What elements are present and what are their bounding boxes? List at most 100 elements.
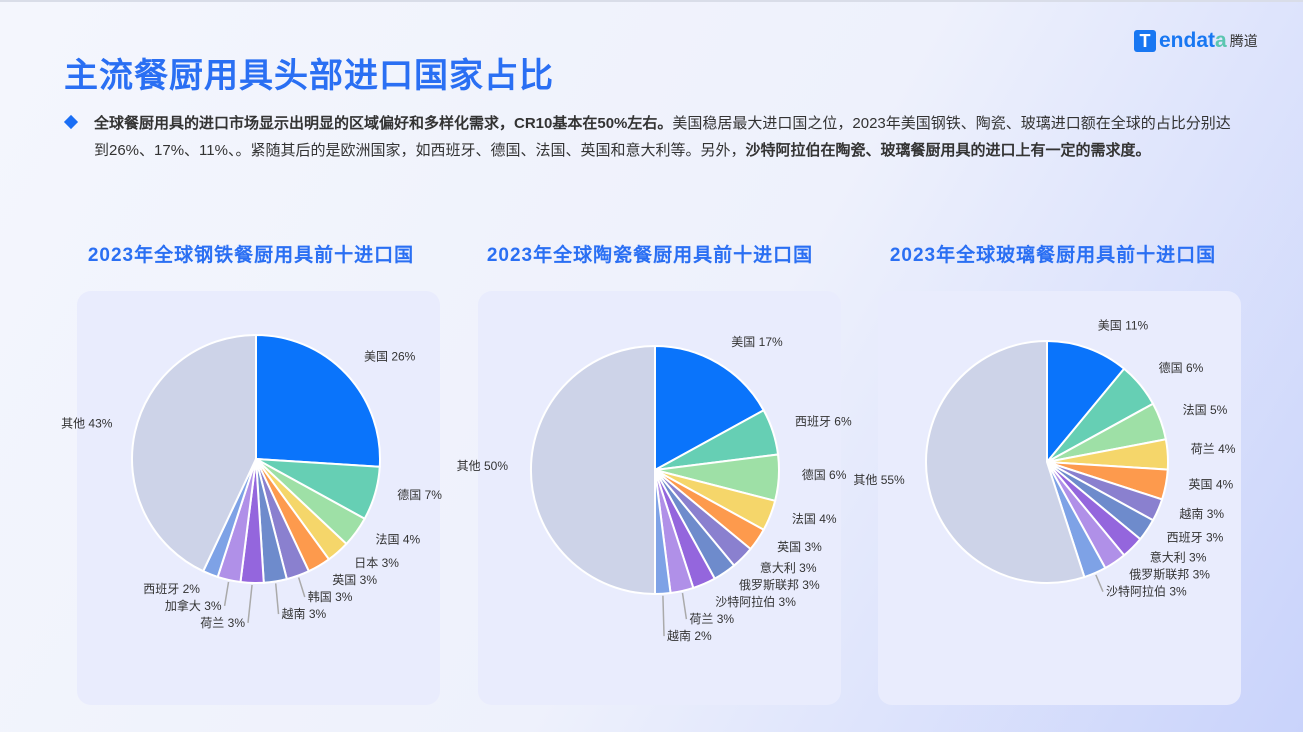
slice-label: 西班牙 6% (795, 415, 852, 429)
chart-title-steel: 2023年全球钢铁餐厨用具前十进口国 (87, 245, 415, 266)
slice-label-name: 美国 (364, 349, 388, 363)
slice-label: 法国 4% (792, 512, 837, 526)
slice-label-name: 法国 (792, 512, 816, 526)
slice-label-name: 韩国 (308, 589, 332, 604)
slice-label-value: 7% (421, 488, 442, 502)
slice-label-value: 3% (1203, 530, 1224, 544)
top-divider (0, 0, 1303, 2)
slice-label-name: 英国 (1189, 477, 1213, 491)
slice-label-value: 3% (332, 590, 353, 604)
pie-slice (530, 344, 656, 596)
slice-label-value: 11% (1122, 318, 1149, 332)
slice-label: 其他 43% (61, 417, 113, 431)
logo-cn: 腾道 (1229, 33, 1258, 49)
slice-label-name: 日本 (354, 556, 378, 570)
slice-label: 英国 4% (1189, 477, 1234, 491)
slice-label-name: 西班牙 (1167, 530, 1203, 544)
leader-line (662, 595, 665, 637)
desc-bold-2: 沙特阿拉伯在陶瓷、玻璃餐厨用具的进口上有一定的需求度。 (745, 142, 1151, 159)
pie-slice (131, 333, 257, 573)
description: 全球餐厨用具的进口市场显示出明显的区域偏好和多样化需求，CR10基本在50%左右… (94, 110, 1242, 164)
slice-label-name: 德国 (397, 487, 421, 502)
slice-label: 俄罗斯联邦 3% (739, 578, 820, 592)
slice-label-value: 6% (826, 468, 847, 482)
slice-label-value: 43% (85, 417, 113, 431)
desc-bold-1: 全球餐厨用具的进口市场显示出明显的区域偏好和多样化需求，CR10基本在50%左右… (94, 115, 673, 132)
slice-label: 德国 7% (397, 487, 442, 502)
chart-title-ceramic: 2023年全球陶瓷餐厨用具前十进口国 (486, 245, 814, 266)
slice-label-name: 英国 (777, 540, 801, 554)
slice-label: 西班牙 3% (1167, 530, 1224, 544)
slice-label: 德国 6% (802, 467, 847, 482)
slice-label-value: 4% (400, 533, 421, 547)
slice-label: 越南 3% (1179, 506, 1224, 521)
slice-label-value: 3% (775, 595, 796, 609)
slice-label-value: 55% (877, 473, 905, 487)
slice-label-name: 荷兰 (200, 616, 224, 630)
leader-line (223, 581, 230, 607)
leader-line (1095, 574, 1104, 592)
slice-label: 加拿大 3% (165, 598, 222, 613)
slice-label-name: 其他 (61, 417, 85, 431)
slice-label-value: 2% (691, 629, 712, 643)
slice-label: 荷兰 3% (689, 612, 734, 626)
slice-label-value: 3% (306, 607, 327, 621)
slice-label-name: 沙特阿拉伯 (1106, 584, 1166, 599)
slice-label-value: 3% (378, 556, 399, 570)
slice-label: 英国 3% (332, 573, 377, 587)
slice-label: 荷兰 4% (1191, 442, 1236, 456)
slice-label-value: 3% (1203, 507, 1224, 521)
slice-label-name: 荷兰 (1191, 442, 1215, 456)
slice-label: 美国 26% (364, 349, 416, 363)
pie-slice (654, 344, 766, 472)
slice-label-name: 美国 (731, 335, 755, 349)
slice-label-value: 4% (1213, 477, 1234, 491)
slice-label: 俄罗斯联邦 3% (1129, 568, 1210, 582)
slice-label: 美国 17% (731, 335, 783, 349)
slice-label: 荷兰 3% (200, 616, 245, 630)
slice-label-name: 德国 (802, 467, 826, 482)
leader-line (297, 577, 306, 598)
slice-label-value: 3% (796, 561, 817, 575)
slice-label-value: 3% (713, 612, 734, 626)
slice-label-value: 6% (831, 415, 852, 429)
slice-label-value: 3% (801, 540, 822, 554)
slice-label-value: 26% (388, 349, 416, 363)
slice-label-value: 3% (1189, 568, 1210, 582)
slice-label-value: 17% (755, 335, 783, 349)
leader-line (681, 592, 688, 620)
logo-mark: T (1134, 30, 1156, 52)
slice-label-value: 50% (481, 459, 509, 473)
slice-label-value: 3% (224, 616, 245, 630)
slice-label-name: 法国 (1183, 403, 1207, 417)
slice-label-value: 3% (799, 578, 820, 592)
slice-label: 德国 6% (1159, 360, 1204, 375)
slice-label-name: 越南 (667, 628, 691, 643)
slice-label-value: 5% (1207, 403, 1228, 417)
slice-label-name: 加拿大 (165, 598, 201, 613)
slice-label: 英国 3% (777, 540, 822, 554)
slice-label-value: 6% (1183, 361, 1204, 375)
slice-label-name: 西班牙 (143, 582, 179, 596)
slice-label-name: 意大利 (1150, 550, 1186, 565)
chart-title-glass: 2023年全球玻璃餐厨用具前十进口国 (889, 245, 1217, 266)
slice-label-name: 其他 (853, 473, 877, 487)
slice-label: 韩国 3% (308, 589, 353, 604)
slice-label-name: 西班牙 (795, 415, 831, 429)
slice-label-name: 意大利 (760, 560, 796, 575)
slice-label-value: 2% (179, 582, 200, 596)
pie-slice (1046, 339, 1126, 465)
slice-label: 沙特阿拉伯 3% (715, 594, 796, 609)
slice-label: 日本 3% (354, 556, 399, 570)
slice-label-value: 3% (1166, 585, 1187, 599)
slice-label-name: 德国 (1159, 360, 1183, 375)
slice-label: 越南 2% (667, 628, 712, 643)
slice-label-value: 4% (1215, 442, 1236, 456)
slice-label: 法国 4% (375, 533, 420, 547)
slice-label: 西班牙 2% (143, 582, 200, 596)
slice-label-name: 俄罗斯联邦 (1129, 568, 1189, 582)
logo-wordmark: endata (1159, 29, 1227, 52)
slice-label-name: 俄罗斯联邦 (739, 578, 799, 592)
slice-label-name: 其他 (457, 459, 481, 473)
